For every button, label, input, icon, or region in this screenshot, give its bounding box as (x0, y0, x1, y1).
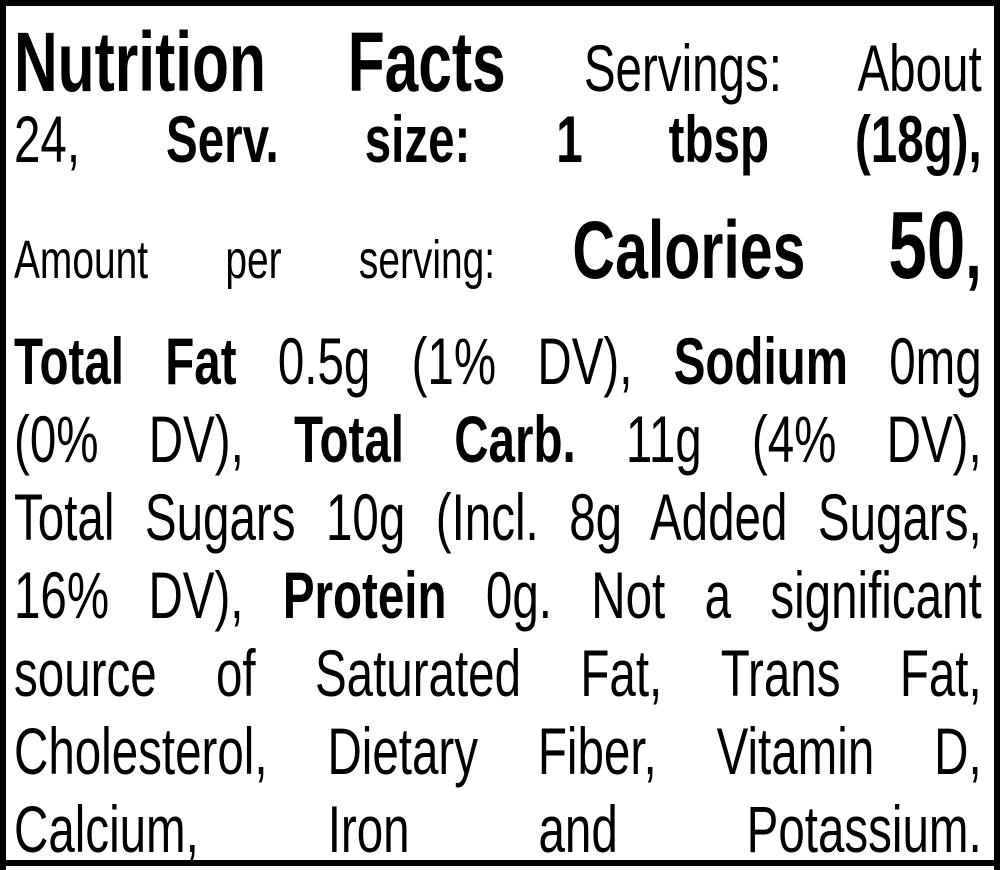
text: Servings: About (505, 31, 982, 105)
text: source of Saturated Fat, Trans Fat, (14, 636, 982, 710)
bold-text: Nutrition Facts (14, 15, 506, 109)
label-line: 24, Serv. size: 1 tbsp (18g), (14, 106, 982, 172)
text: Total Sugars 10g (Incl. 8g Added Sugars, (14, 480, 982, 554)
label-line: Total Sugars 10g (Incl. 8g Added Sugars, (14, 484, 982, 550)
text: 0g. Not a significant (446, 558, 982, 632)
text: 0mg (847, 324, 982, 398)
label-line: Calcium, Iron and Potassium. (14, 796, 982, 862)
bold-text: Total Fat (14, 324, 237, 398)
label-line: Amount per serving: Calories 50, (14, 198, 982, 294)
label-line: (0% DV), Total Carb. 11g (4% DV), (14, 406, 982, 472)
label-line: source of Saturated Fat, Trans Fat, (14, 640, 982, 706)
text: 11g (4% DV), (575, 402, 982, 476)
label-line: 16% DV), Protein 0g. Not a significant (14, 562, 982, 628)
text: Cholesterol, Dietary Fiber, Vitamin D, (14, 714, 982, 788)
bold-text: Calories (572, 205, 889, 296)
label-line: Nutrition Facts Servings: About (14, 20, 982, 104)
text: (0% DV), (14, 402, 295, 476)
text: 0.5g (1% DV), (236, 324, 674, 398)
bold-text: Serv. size: 1 tbsp (18g), (166, 102, 982, 176)
text: 24, (14, 102, 167, 176)
text: 16% DV), (14, 558, 283, 632)
bold-text: Total Carb. (294, 402, 576, 476)
bold-text: Sodium (673, 324, 848, 398)
text: Calcium, Iron and Potassium. (14, 792, 982, 866)
bold-text: Protein (282, 558, 447, 632)
bold-text: , (965, 205, 982, 296)
label-line: Cholesterol, Dietary Fiber, Vitamin D, (14, 718, 982, 784)
bold-text: 50 (888, 192, 966, 299)
label-line: Total Fat 0.5g (1% DV), Sodium 0mg (14, 328, 982, 394)
text: Amount per serving: (14, 230, 573, 290)
